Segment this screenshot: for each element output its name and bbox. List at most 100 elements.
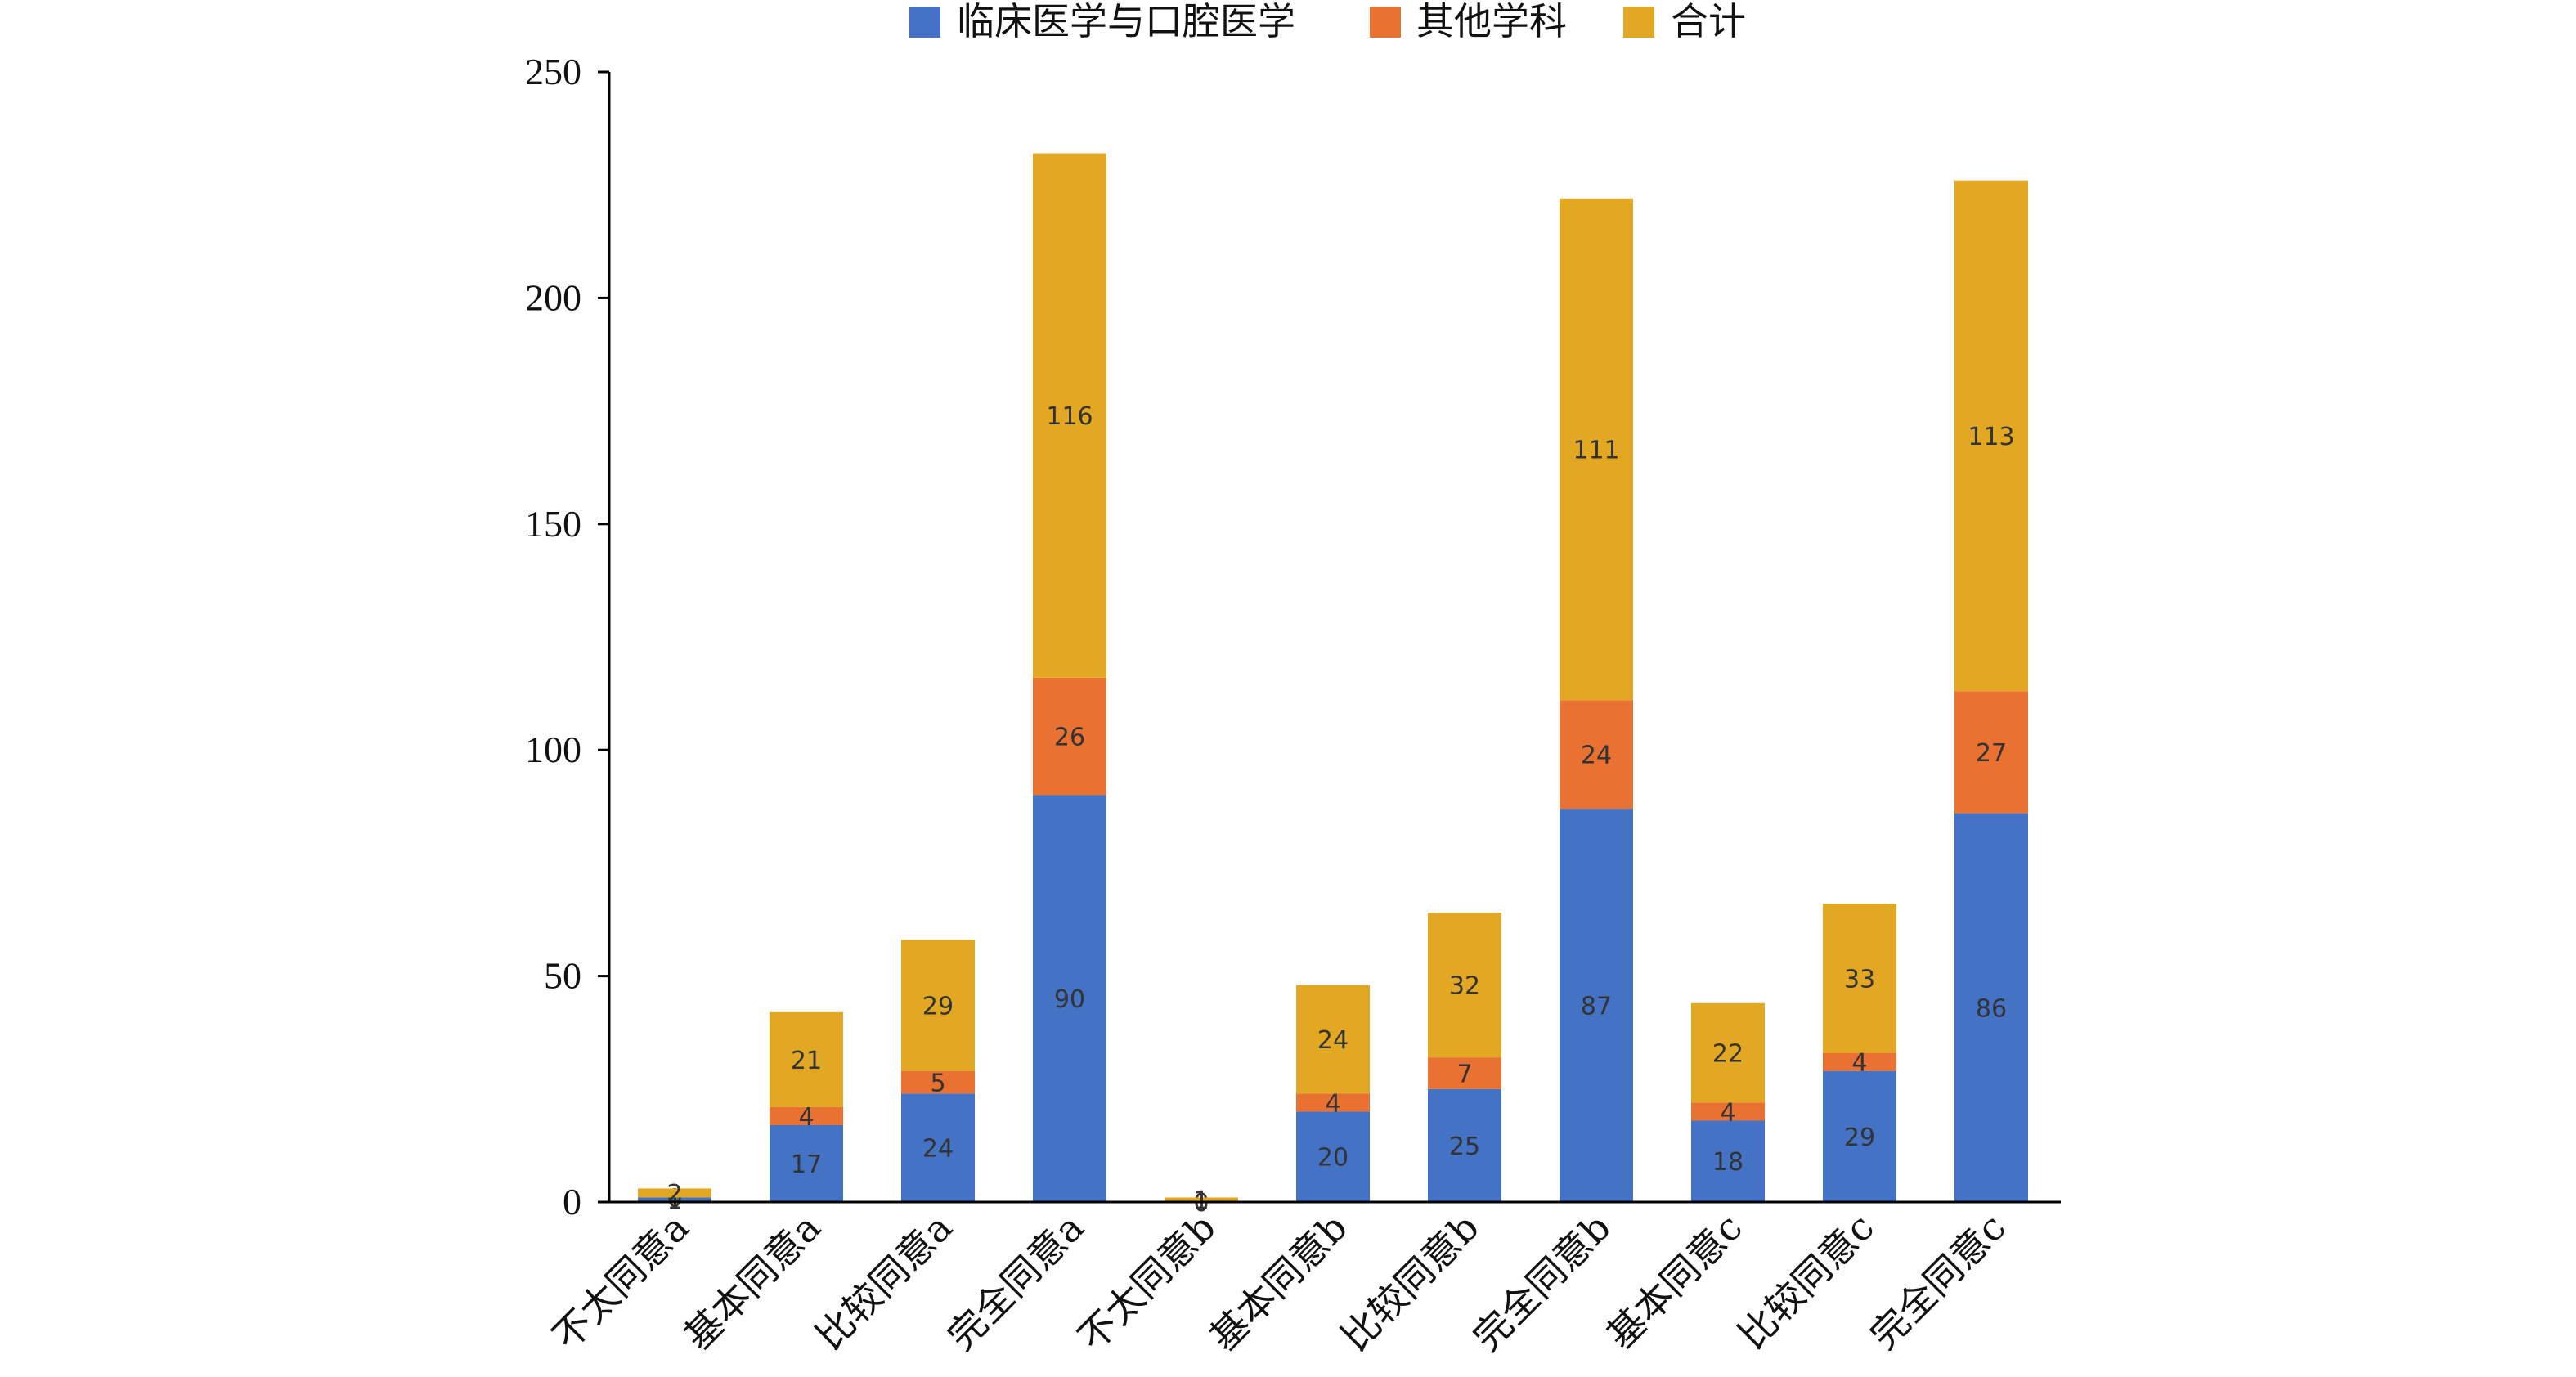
data-label: 4 xyxy=(1720,1098,1735,1127)
bar-stack: 102 xyxy=(638,1180,711,1215)
x-tick-label: 比较同意c xyxy=(1730,1205,1883,1358)
bar-segment xyxy=(1691,1002,1765,1103)
data-label: 24 xyxy=(922,1135,954,1164)
data-label: 5 xyxy=(930,1070,945,1098)
x-tick-label: 完全同意a xyxy=(939,1205,1093,1359)
bar-segment xyxy=(1560,198,1633,701)
data-label: 4 xyxy=(1851,1049,1867,1078)
y-tick-label: 150 xyxy=(525,503,581,545)
data-label: 20 xyxy=(1317,1144,1349,1173)
legend-item: 其他学科 xyxy=(1370,0,1567,43)
bar-segment xyxy=(1560,700,1633,810)
data-label: 113 xyxy=(1968,423,2014,451)
legend-label: 临床医学与口腔医学 xyxy=(957,0,1295,43)
bar-segment xyxy=(1954,180,2028,692)
bar-stack: 25 7 32 xyxy=(1428,913,1501,1202)
bar-stack: 87 24 111 xyxy=(1560,198,1633,1202)
bar-segment xyxy=(1033,677,1106,796)
bar-segment xyxy=(1823,1052,1896,1071)
data-label: 4 xyxy=(1325,1089,1340,1118)
bar-segment xyxy=(1428,913,1501,1058)
bar-segment xyxy=(1165,1197,1238,1202)
legend-swatch xyxy=(909,7,940,38)
data-label: 87 xyxy=(1581,993,1612,1021)
legend-label: 其他学科 xyxy=(1416,0,1567,43)
data-label: 111 xyxy=(1573,437,1619,465)
bar-segment xyxy=(1296,1111,1370,1202)
bars: 1021742124529902611600120424257328724111… xyxy=(638,153,2028,1218)
x-tick-label: 比较同意b xyxy=(1333,1205,1488,1360)
bar-segment xyxy=(1823,904,1896,1053)
data-label: 21 xyxy=(791,1047,822,1075)
bar-segment xyxy=(1691,1102,1765,1121)
data-label: 2 xyxy=(666,1180,682,1209)
x-tick-label: 不太同意b xyxy=(1070,1205,1224,1360)
legend-label: 合计 xyxy=(1671,0,1746,43)
bar-stack: 18 4 22 xyxy=(1691,1002,1765,1202)
bar-stack: 001 xyxy=(1165,1186,1238,1218)
bar-stack: 17 4 21 xyxy=(770,1011,843,1202)
bar-segment xyxy=(1954,691,2028,814)
y-axis: 0 50 100 150 200 250 xyxy=(525,51,611,1222)
y-tick-label: 100 xyxy=(525,729,581,770)
bar-segment xyxy=(1296,1093,1370,1112)
data-label: 7 xyxy=(1456,1060,1472,1088)
bar-stack: 86 27 113 xyxy=(1954,180,2028,1202)
bar-stack: 20 4 24 xyxy=(1296,985,1370,1202)
data-label: 33 xyxy=(1844,965,1875,994)
data-label: 24 xyxy=(1317,1026,1349,1055)
bar-segment xyxy=(1823,1070,1896,1202)
data-label: 27 xyxy=(1976,739,2007,768)
data-label: 17 xyxy=(791,1150,822,1179)
data-label: 29 xyxy=(1844,1124,1875,1152)
bar-segment xyxy=(901,1093,975,1202)
x-tick-label: 基本同意a xyxy=(675,1205,829,1359)
y-tick-label: 250 xyxy=(525,51,581,92)
bar-stack: 90 26 116 xyxy=(1033,153,1106,1202)
x-tick-label: 完全同意b xyxy=(1465,1205,1619,1360)
y-tick-label: 200 xyxy=(525,276,581,318)
data-label: 29 xyxy=(922,993,954,1021)
bar-segment xyxy=(1954,813,2028,1202)
y-tick-label: 0 xyxy=(563,1181,581,1222)
bar-segment xyxy=(1033,153,1106,678)
data-label: 32 xyxy=(1449,972,1480,1001)
bar-segment xyxy=(1296,985,1370,1094)
data-label: 25 xyxy=(1449,1133,1480,1161)
bar-segment xyxy=(1691,1120,1765,1202)
bar-segment xyxy=(770,1011,843,1107)
legend-swatch xyxy=(1623,7,1654,38)
bar-segment xyxy=(770,1106,843,1126)
bar-segment xyxy=(901,940,975,1071)
data-label: 86 xyxy=(1976,994,2007,1023)
x-tick-label: 不太同意a xyxy=(544,1205,698,1359)
bar-segment xyxy=(638,1197,711,1202)
data-label: 24 xyxy=(1581,742,1612,770)
x-axis: 不太同意a基本同意a比较同意a完全同意a不太同意b基本同意b比较同意b完全同意b… xyxy=(544,1200,2061,1360)
data-label: 116 xyxy=(1046,402,1093,431)
bar-stack: 24 5 29 xyxy=(901,940,975,1202)
data-label: 18 xyxy=(1712,1148,1744,1177)
data-label: 90 xyxy=(1054,985,1085,1014)
x-tick-label: 基本同意c xyxy=(1598,1205,1751,1358)
bar-segment xyxy=(1033,795,1106,1202)
x-tick-label: 完全同意c xyxy=(1861,1205,2014,1358)
y-tick-label: 50 xyxy=(544,955,581,997)
bar-segment xyxy=(770,1125,843,1202)
data-label: 22 xyxy=(1712,1040,1744,1069)
bar-segment xyxy=(1428,1088,1501,1202)
x-tick-label: 比较同意a xyxy=(807,1205,961,1359)
bar-segment xyxy=(1560,809,1633,1202)
bar-segment xyxy=(638,1188,711,1198)
x-tick-label: 基本同意b xyxy=(1201,1205,1356,1360)
bar-segment xyxy=(901,1070,975,1094)
bar-stack: 29 4 33 xyxy=(1823,904,1896,1202)
data-label: 4 xyxy=(798,1103,814,1132)
legend-item: 临床医学与口腔医学 xyxy=(909,0,1295,43)
bar-segment xyxy=(1428,1057,1501,1089)
legend: 临床医学与口腔医学 其他学科 合计 xyxy=(909,0,1746,43)
legend-swatch xyxy=(1370,7,1401,38)
legend-item: 合计 xyxy=(1623,0,1746,43)
data-label: 26 xyxy=(1054,724,1085,752)
